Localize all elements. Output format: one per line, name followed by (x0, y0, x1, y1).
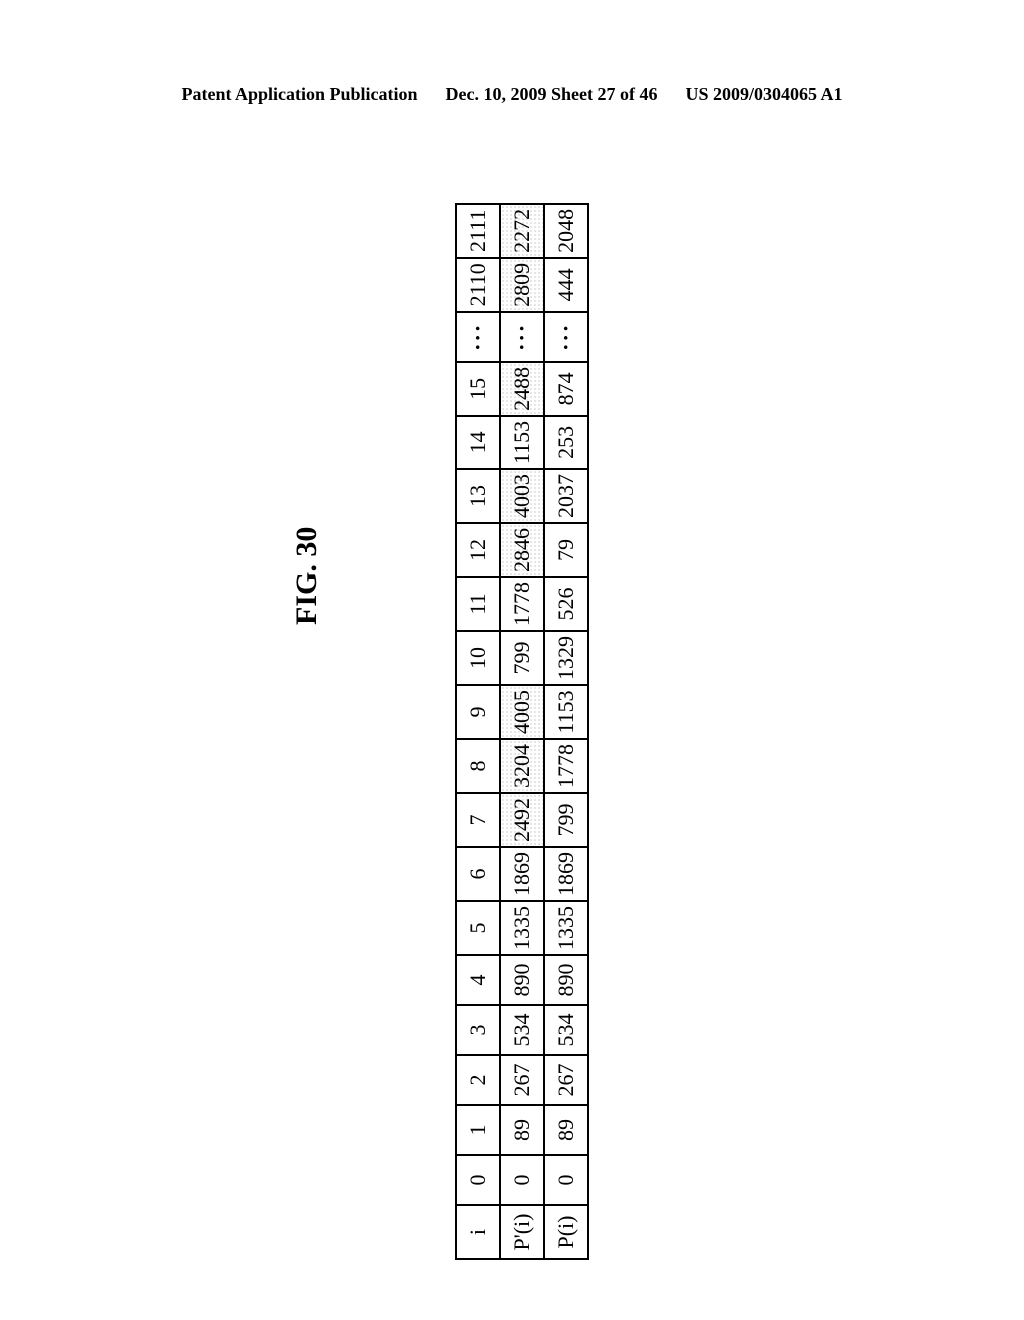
table-cell: 8 (456, 739, 500, 793)
data-table-container: i0123456789101112131415···21102111P'(i)0… (455, 203, 589, 1260)
figure-label: FIG. 30 (290, 527, 324, 625)
table-cell: 2037 (544, 469, 588, 523)
table-cell: 5 (456, 901, 500, 955)
table-cell: ··· (456, 312, 500, 362)
table-cell: ··· (500, 312, 544, 362)
table-cell: 1778 (544, 739, 588, 793)
table-cell: 0 (544, 1155, 588, 1205)
table-cell: 267 (500, 1055, 544, 1105)
table-cell: 444 (544, 258, 588, 312)
table-cell: 1869 (500, 847, 544, 901)
table-cell: 1335 (500, 901, 544, 955)
table-cell: 15 (456, 362, 500, 416)
table-cell: 874 (544, 362, 588, 416)
table-cell: 2110 (456, 258, 500, 312)
table-cell: 526 (544, 577, 588, 631)
row-label: P'(i) (500, 1205, 544, 1259)
header-right: US 2009/0304065 A1 (685, 84, 842, 105)
page-header: Patent Application Publication Dec. 10, … (0, 84, 1024, 105)
table-cell: 89 (544, 1105, 588, 1155)
table-cell: 2 (456, 1055, 500, 1105)
table-row: P(i)089267534890133518697991778115313295… (544, 204, 588, 1259)
table-cell: 0 (456, 1155, 500, 1205)
table-cell: 89 (500, 1105, 544, 1155)
table-cell: 1778 (500, 577, 544, 631)
table-cell: 267 (544, 1055, 588, 1105)
header-left: Patent Application Publication (181, 84, 417, 105)
table-row: P'(i)08926753489013351869249232044005799… (500, 204, 544, 1259)
header-block: Patent Application Publication Dec. 10, … (181, 84, 842, 105)
table-cell: 534 (500, 1005, 544, 1055)
table-cell: 2492 (500, 793, 544, 847)
table-cell: 3 (456, 1005, 500, 1055)
table-cell: 2048 (544, 204, 588, 258)
row-label: i (456, 1205, 500, 1259)
table-cell: 1153 (544, 685, 588, 739)
table-cell: 9 (456, 685, 500, 739)
table-cell: 1329 (544, 631, 588, 685)
table-cell: 3204 (500, 739, 544, 793)
table-cell: 10 (456, 631, 500, 685)
table-cell: 14 (456, 416, 500, 469)
data-table: i0123456789101112131415···21102111P'(i)0… (455, 203, 589, 1260)
table-cell: 534 (544, 1005, 588, 1055)
table-cell: 799 (500, 631, 544, 685)
table-cell: 2488 (500, 362, 544, 416)
table-cell: 11 (456, 577, 500, 631)
table-cell: 799 (544, 793, 588, 847)
header-mid: Dec. 10, 2009 Sheet 27 of 46 (446, 84, 658, 105)
table-cell: 2272 (500, 204, 544, 258)
table-cell: 6 (456, 847, 500, 901)
table-cell: 4 (456, 955, 500, 1005)
table-cell: 890 (544, 955, 588, 1005)
table-cell: 1153 (500, 416, 544, 469)
table-cell: 1335 (544, 901, 588, 955)
table-cell: 2111 (456, 204, 500, 258)
row-label: P(i) (544, 1205, 588, 1259)
table-cell: 7 (456, 793, 500, 847)
table-cell: ··· (544, 312, 588, 362)
table-row: i0123456789101112131415···21102111 (456, 204, 500, 1259)
table-cell: 2846 (500, 523, 544, 577)
table-cell: 13 (456, 469, 500, 523)
table-cell: 890 (500, 955, 544, 1005)
table-cell: 1869 (544, 847, 588, 901)
table-cell: 1 (456, 1105, 500, 1155)
table-cell: 2809 (500, 258, 544, 312)
table-cell: 79 (544, 523, 588, 577)
table-cell: 4005 (500, 685, 544, 739)
table-cell: 4003 (500, 469, 544, 523)
table-cell: 253 (544, 416, 588, 469)
table-cell: 0 (500, 1155, 544, 1205)
table-cell: 12 (456, 523, 500, 577)
